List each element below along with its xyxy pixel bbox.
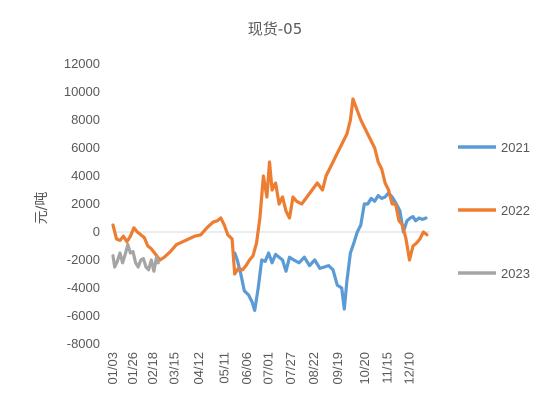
y-tick-label: 12000 bbox=[64, 56, 100, 71]
y-tick-label: 0 bbox=[93, 224, 100, 239]
x-tick-label: 02/18 bbox=[145, 352, 160, 385]
y-tick-label: -8000 bbox=[67, 336, 100, 351]
x-tick-label: 11/15 bbox=[380, 352, 395, 384]
legend-label-2023: 2023 bbox=[501, 266, 530, 281]
series-line-2023 bbox=[111, 243, 160, 273]
x-tick-label: 01/03 bbox=[105, 352, 120, 385]
y-tick-label: -2000 bbox=[67, 252, 100, 267]
legend: 2021 2022 2023 bbox=[458, 140, 530, 281]
x-tick-label: 04/12 bbox=[191, 352, 206, 385]
series-line-2022 bbox=[111, 97, 429, 276]
y-tick-label: 10000 bbox=[64, 84, 100, 99]
x-tick-label: 06/06 bbox=[239, 352, 254, 385]
x-tick-label: 12/10 bbox=[401, 352, 416, 385]
chart-title: 现货-05 bbox=[248, 20, 303, 38]
y-tick-label: 6000 bbox=[71, 140, 100, 155]
y-tick-label: 2000 bbox=[71, 196, 100, 211]
plot-area bbox=[111, 97, 429, 312]
x-tick-label: 09/19 bbox=[330, 352, 345, 385]
x-tick-label: 03/15 bbox=[167, 352, 182, 385]
x-axis: 01/03 01/26 02/18 03/15 04/12 05/11 06/06 07/01… bbox=[105, 352, 416, 385]
legend-label-2021: 2021 bbox=[501, 140, 530, 155]
x-tick-label: 05/11 bbox=[216, 352, 231, 384]
y-axis: -8000 -6000 -4000 -2000 0 2000 4000 6000 8000 100… bbox=[64, 56, 100, 351]
x-tick-label: 07/27 bbox=[283, 352, 298, 385]
y-tick-label: 4000 bbox=[71, 168, 100, 183]
x-tick-label: 01/26 bbox=[125, 352, 140, 385]
x-tick-label: 10/20 bbox=[357, 352, 372, 385]
x-tick-label: 08/22 bbox=[306, 352, 321, 385]
y-axis-label: 元/吨 bbox=[34, 192, 50, 225]
y-tick-label: -6000 bbox=[67, 308, 100, 323]
x-tick-label: 07/01 bbox=[261, 352, 276, 385]
y-tick-label: -4000 bbox=[67, 280, 100, 295]
y-tick-label: 8000 bbox=[71, 112, 100, 127]
legend-label-2022: 2022 bbox=[501, 203, 530, 218]
